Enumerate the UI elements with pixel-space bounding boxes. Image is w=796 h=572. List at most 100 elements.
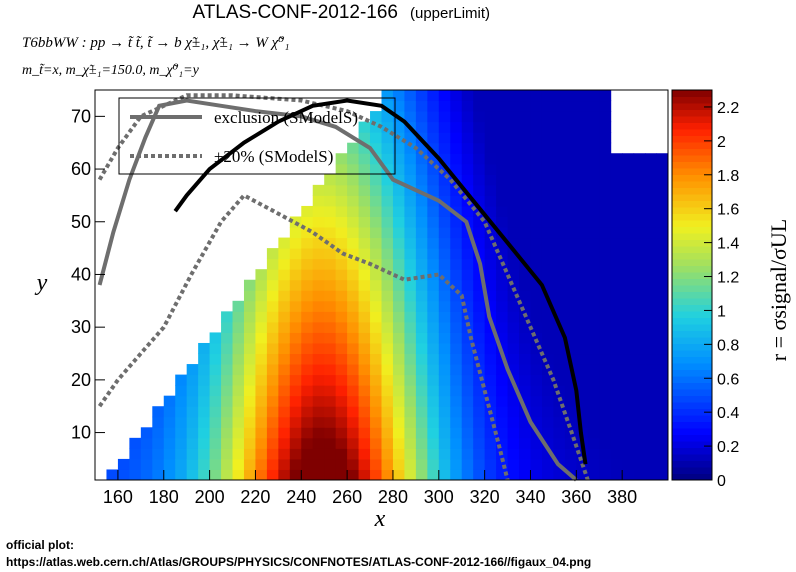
color-scale-step — [672, 168, 712, 175]
heatmap-cell — [564, 342, 577, 355]
heatmap-cell — [645, 353, 658, 365]
heatmap-cell — [541, 90, 554, 102]
heatmap-cell — [209, 353, 222, 365]
heatmap-cell — [186, 406, 199, 418]
heatmap-cell — [610, 279, 623, 291]
heatmap-cell — [438, 311, 451, 323]
heatmap-cell — [347, 321, 360, 333]
heatmap-cell — [324, 174, 337, 186]
heatmap-cell — [370, 342, 382, 355]
heatmap-cell — [358, 342, 371, 355]
heatmap-cell — [427, 437, 440, 449]
heatmap-cell — [289, 364, 302, 376]
heatmap-cell — [358, 227, 371, 239]
heatmap-cell — [347, 279, 360, 291]
heatmap-cell — [278, 258, 291, 270]
heatmap-cell — [301, 332, 314, 344]
heatmap-cell — [152, 416, 165, 428]
heatmap-cell — [541, 385, 554, 397]
heatmap-cell — [599, 364, 612, 376]
color-scale-step — [672, 129, 712, 136]
color-scale-step — [672, 415, 712, 422]
heatmap-cell — [404, 279, 417, 291]
heatmap-cell — [576, 332, 589, 344]
heatmap-cell — [599, 100, 612, 112]
heatmap-cell — [519, 342, 531, 355]
heatmap-cell — [312, 195, 325, 207]
heatmap-cell — [656, 458, 669, 470]
heatmap-cell — [599, 427, 612, 439]
heatmap-cell — [519, 121, 531, 133]
heatmap-cell — [427, 100, 440, 112]
heatmap-cell — [381, 90, 394, 102]
heatmap-cell — [358, 258, 371, 270]
heatmap-cell — [507, 184, 520, 196]
heatmap-cell — [496, 195, 509, 207]
heatmap-cell — [553, 269, 566, 281]
heatmap-cell — [347, 205, 360, 217]
heatmap-cell — [266, 300, 279, 312]
heatmap-cell — [564, 237, 577, 249]
heatmap-cell — [473, 406, 486, 418]
heatmap-cell — [175, 448, 188, 460]
heatmap-cell — [610, 332, 623, 344]
heatmap-cell — [633, 237, 646, 249]
heatmap-cell — [461, 427, 474, 439]
heatmap-cell — [576, 258, 589, 270]
heatmap-cell — [656, 174, 669, 186]
heatmap-cell — [622, 448, 635, 460]
heatmap-cell — [404, 364, 417, 376]
heatmap-cell — [599, 184, 612, 196]
heatmap-cell — [473, 279, 486, 291]
heatmap-cell — [473, 458, 486, 470]
heatmap-cell — [576, 153, 589, 165]
heatmap-cell — [266, 416, 279, 428]
heatmap-cell — [484, 342, 497, 355]
heatmap-cell — [564, 205, 577, 217]
heatmap-cell — [312, 258, 325, 270]
heatmap-cell — [599, 121, 612, 133]
heatmap-cell — [278, 321, 291, 333]
color-scale-step — [672, 395, 712, 403]
heatmap-cell — [622, 458, 635, 470]
heatmap-cell — [243, 353, 256, 365]
heatmap-cell — [473, 416, 486, 428]
heatmap-cell — [152, 448, 165, 460]
heatmap-cell — [358, 385, 371, 397]
heatmap-cell — [599, 342, 612, 355]
heatmap-cell — [656, 427, 669, 439]
heatmap-cell — [656, 269, 669, 281]
heatmap-cell — [335, 437, 348, 449]
heatmap-cell — [335, 385, 348, 397]
heatmap-cell — [370, 290, 382, 302]
heatmap-cell — [278, 395, 291, 407]
heatmap-cell — [519, 458, 531, 470]
heatmap-cell — [427, 205, 440, 217]
heatmap-cell — [496, 427, 509, 439]
heatmap-cell — [266, 406, 279, 418]
heatmap-cell — [221, 406, 234, 418]
heatmap-cell — [564, 248, 577, 260]
heatmap-cell — [427, 300, 440, 312]
heatmap-cell — [381, 258, 394, 270]
heatmap-cell — [484, 427, 497, 439]
heatmap-cell — [599, 90, 612, 102]
color-scale-step — [672, 252, 712, 260]
heatmap-cell — [599, 290, 612, 302]
heatmap-cell — [335, 195, 348, 207]
color-scale-step — [672, 291, 712, 299]
heatmap-cell — [599, 195, 612, 207]
heatmap-cell — [473, 290, 486, 302]
heatmap-cell — [117, 458, 130, 470]
x-tick-label: 220 — [240, 487, 270, 507]
color-scale-step — [672, 428, 712, 435]
heatmap-cell — [335, 258, 348, 270]
heatmap-cell — [519, 364, 531, 376]
heatmap-cell — [450, 269, 463, 281]
heatmap-cell — [392, 100, 405, 112]
heatmap-cell — [404, 153, 417, 165]
heatmap-cell — [450, 437, 463, 449]
heatmap-cell — [232, 332, 245, 344]
heatmap-cell — [255, 279, 268, 291]
heatmap-cell — [530, 353, 543, 365]
